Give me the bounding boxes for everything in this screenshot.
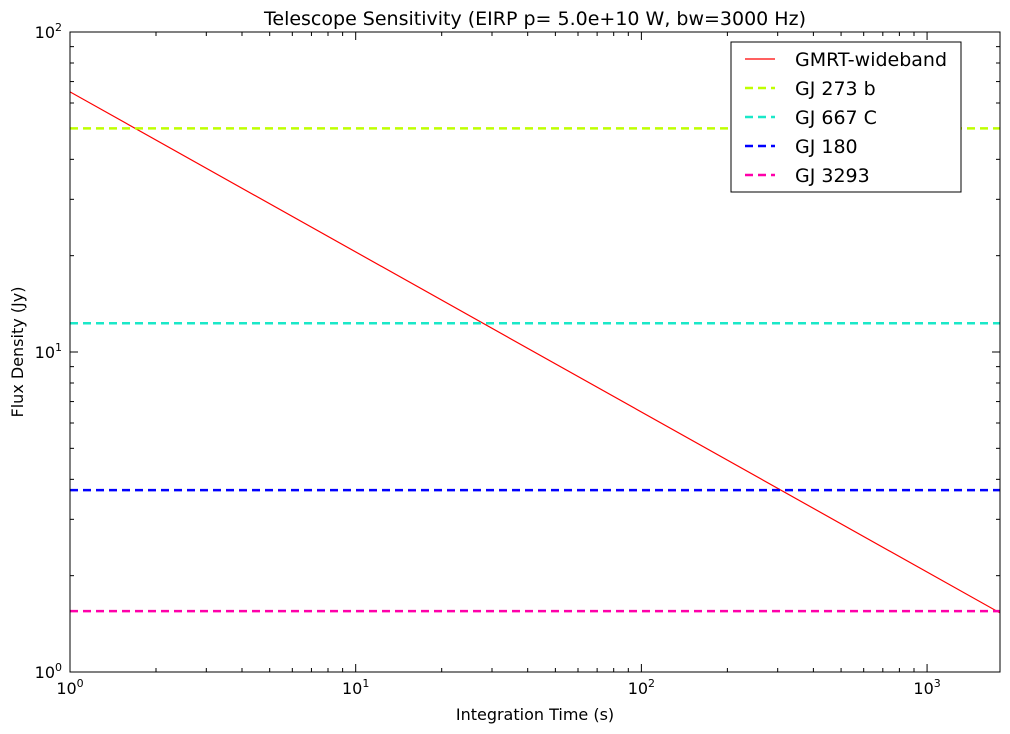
y-tick-label: 101 bbox=[35, 341, 62, 362]
y-tick-label: 102 bbox=[35, 21, 62, 42]
x-tick-label: 100 bbox=[56, 677, 83, 698]
x-tick-label: 103 bbox=[913, 677, 940, 698]
legend-label: GJ 273 b bbox=[795, 78, 876, 100]
x-tick-label: 101 bbox=[342, 677, 369, 698]
x-tick-label: 102 bbox=[628, 677, 655, 698]
chart-title: Telescope Sensitivity (EIRP p= 5.0e+10 W… bbox=[263, 8, 806, 30]
legend-label: GJ 667 C bbox=[795, 107, 877, 129]
legend: GMRT-wideband GJ 273 b GJ 667 C GJ 180 GJ 32… bbox=[731, 42, 961, 192]
x-tick-labels: 100 101 102 103 bbox=[56, 677, 940, 698]
legend-label: GJ 180 bbox=[795, 136, 858, 158]
legend-label: GJ 3293 bbox=[795, 165, 870, 187]
y-axis-label: Flux Density (Jy) bbox=[8, 287, 27, 418]
legend-label: GMRT-wideband bbox=[795, 49, 947, 71]
x-axis-label: Integration Time (s) bbox=[456, 705, 614, 724]
